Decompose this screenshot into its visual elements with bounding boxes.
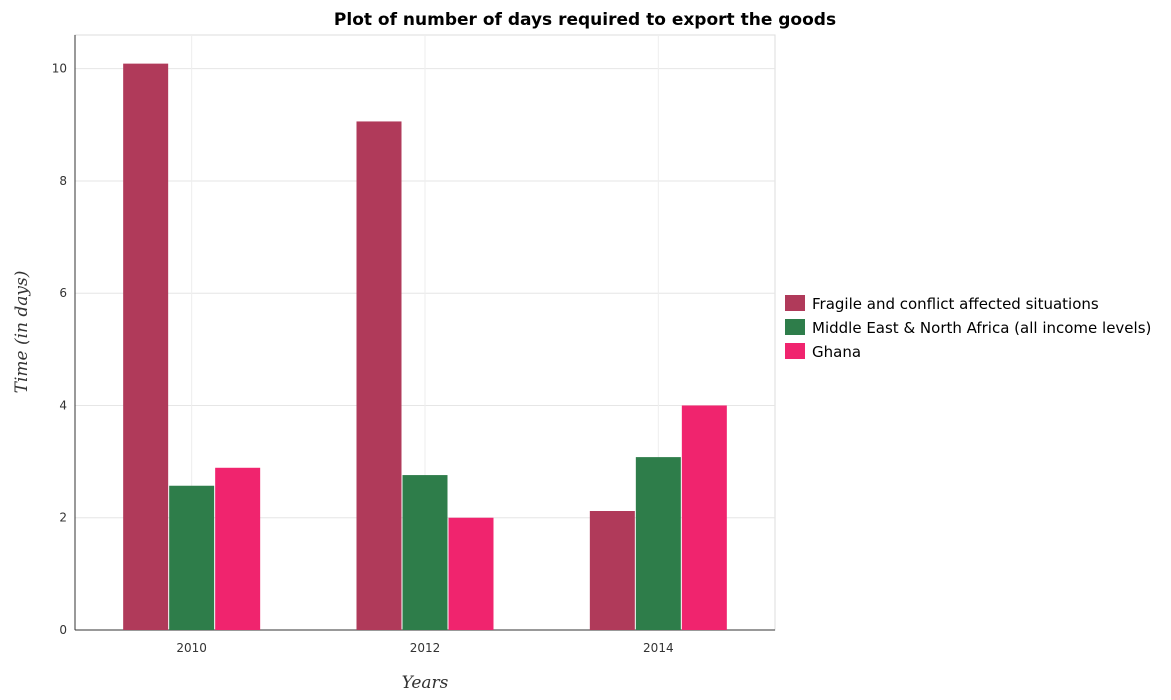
bars [123,63,727,631]
legend: Fragile and conflict affected situations… [785,295,1151,361]
bar [589,511,635,630]
bar [402,475,448,630]
x-tick-label: 2014 [643,641,674,655]
legend-swatch [785,295,805,311]
legend-label: Fragile and conflict affected situations [812,295,1099,313]
y-tick-label: 4 [59,398,67,412]
y-tick-label: 0 [59,623,67,637]
bar [215,467,261,630]
x-tick-label: 2010 [176,641,207,655]
x-tick-labels: 2010 2012 2014 [176,641,673,655]
y-tick-labels: 0 2 4 6 8 10 [52,62,67,637]
bar [123,63,169,630]
x-tick-label: 2012 [410,641,441,655]
bar [681,405,727,630]
y-tick-label: 2 [59,511,67,525]
y-tick-label: 6 [59,286,67,300]
bar [448,517,494,630]
legend-label: Ghana [812,343,861,361]
legend-swatch [785,343,805,359]
y-axis-label: Time (in days) [12,271,32,394]
legend-label: Middle East & North Africa (all income l… [812,319,1151,337]
y-tick-label: 8 [59,174,67,188]
legend-swatch [785,319,805,335]
x-axis-label: Years [402,673,449,693]
bar [635,457,681,630]
chart-title: Plot of number of days required to expor… [334,10,836,30]
bar [169,485,215,630]
y-tick-label: 10 [52,62,67,76]
bar [356,121,402,631]
